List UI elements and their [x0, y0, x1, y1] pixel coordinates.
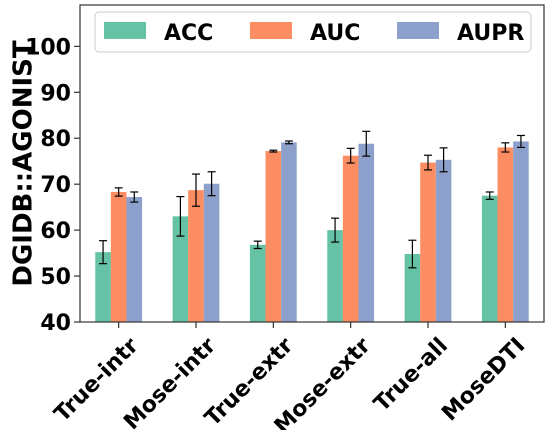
bar-acc-true-all	[404, 254, 421, 322]
bar-auc-mosedti	[497, 147, 514, 322]
bar-acc-mose-intr	[172, 216, 189, 322]
bar-aupr-true-all	[435, 159, 452, 322]
error-bar-acc-true-all	[408, 239, 417, 269]
bar-auc-true-all	[420, 162, 436, 322]
bars-layer	[95, 141, 529, 322]
error-bar-aupr-mosedti	[516, 134, 525, 149]
bar-auc-true-intr	[110, 191, 127, 322]
error-bar-aupr-mose-extr	[362, 130, 371, 157]
y-tick-label: 90	[40, 81, 71, 106]
error-bar-acc-mose-extr	[331, 217, 340, 243]
legend-swatch-auc	[250, 22, 292, 39]
error-bars-layer	[99, 130, 525, 269]
plot-frame	[79, 4, 545, 323]
y-axis-ticks: 40 50 60 70 80 90 100	[25, 35, 80, 336]
error-bar-auc-mose-extr	[346, 147, 355, 164]
legend-swatch-acc	[104, 22, 146, 39]
error-bar-aupr-true-all	[439, 147, 448, 173]
y-tick-label: 80	[40, 127, 71, 152]
bar-aupr-true-intr	[126, 197, 143, 322]
y-tick-label: 100	[25, 35, 71, 60]
error-bar-acc-mosedti	[485, 191, 494, 200]
error-bar-auc-mosedti	[501, 142, 510, 153]
error-bar-aupr-true-intr	[130, 191, 139, 203]
bar-auc-mose-extr	[342, 155, 359, 322]
x-tick-label-mosedti: MoseDTI	[437, 333, 530, 426]
x-axis-ticks: True-intrMose-intrTrue-extrMose-extrTrue…	[50, 322, 530, 434]
y-axis-label: DGIDB::AGONIST	[9, 40, 39, 287]
error-bar-acc-true-extr	[253, 240, 262, 250]
bar-aupr-mose-intr	[203, 183, 220, 322]
error-bar-acc-true-intr	[99, 240, 108, 265]
error-bar-acc-mose-intr	[176, 195, 185, 237]
bar-aupr-mosedti	[513, 141, 529, 322]
error-bar-aupr-mose-intr	[207, 171, 216, 197]
bar-acc-true-intr	[95, 252, 111, 322]
error-bar-auc-true-all	[424, 154, 432, 171]
legend: ACC AUC AUPR	[94, 11, 532, 53]
bar-acc-mosedti	[481, 195, 498, 322]
error-bar-aupr-true-extr	[284, 140, 293, 145]
error-bar-auc-true-intr	[114, 187, 123, 197]
bar-auc-mose-intr	[188, 190, 204, 322]
legend-label-aupr: AUPR	[457, 21, 524, 46]
bar-aupr-mose-extr	[358, 143, 375, 322]
error-bar-auc-mose-intr	[192, 173, 200, 207]
bar-acc-true-extr	[249, 244, 266, 322]
y-tick-label: 40	[40, 311, 71, 336]
legend-swatch-aupr	[397, 22, 439, 39]
bar-aupr-true-extr	[281, 142, 297, 322]
bar-acc-mose-extr	[327, 230, 343, 322]
legend-label-auc: AUC	[310, 21, 360, 46]
y-tick-label: 70	[40, 173, 71, 198]
error-bar-auc-true-extr	[269, 149, 278, 153]
bar-auc-true-extr	[265, 151, 282, 322]
y-tick-label: 50	[40, 265, 71, 290]
legend-label-acc: ACC	[164, 21, 213, 46]
y-tick-label: 60	[40, 219, 71, 244]
